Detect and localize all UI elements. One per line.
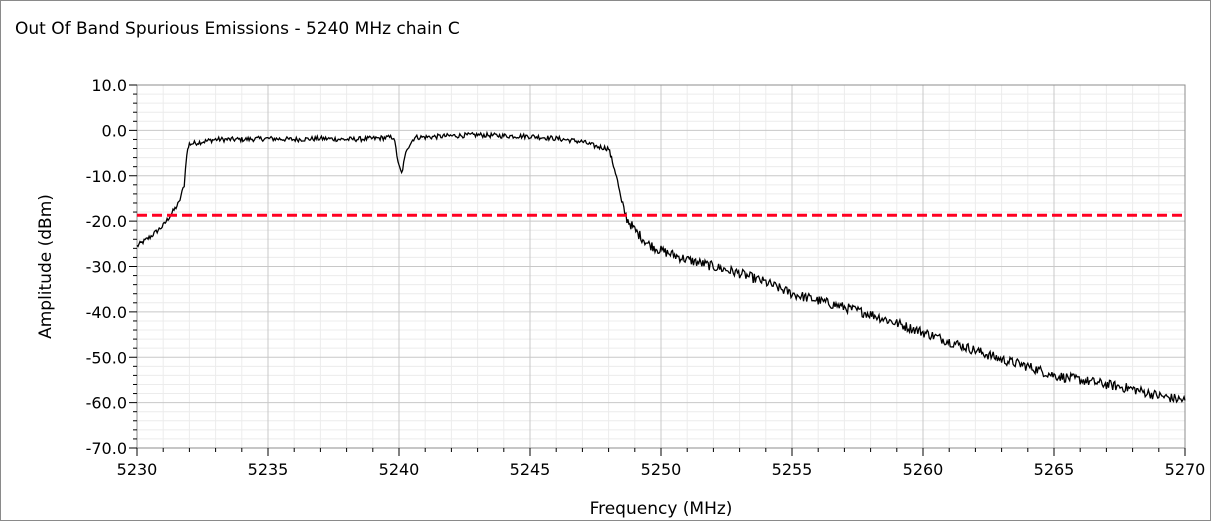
x-tick-label: 5260 xyxy=(903,460,944,479)
x-tick-label: 5265 xyxy=(1034,460,1075,479)
y-tick-label: -50.0 xyxy=(86,348,127,367)
y-tick-label: -20.0 xyxy=(86,212,127,231)
y-axis: 10.0 0.0 -10.0 -20.0 -30.0 -40.0 -50.0 -60.0 -70… xyxy=(86,76,137,458)
y-tick-label: -70.0 xyxy=(86,439,127,458)
x-tick-label: 5235 xyxy=(248,460,289,479)
y-tick-label: -60.0 xyxy=(86,394,127,413)
y-axis-title: Amplitude (dBm) xyxy=(36,194,56,339)
y-tick-label: -40.0 xyxy=(86,303,127,322)
series-trace-line xyxy=(136,130,1186,404)
x-tick-label: 5240 xyxy=(379,460,420,479)
x-axis-title: Frequency (MHz) xyxy=(590,499,733,519)
x-tick-label: 5230 xyxy=(117,460,158,479)
y-tick-label: -30.0 xyxy=(86,258,127,277)
x-axis: 5230 5235 5240 5245 5250 5255 5260 5265 5270 xyxy=(117,448,1206,479)
x-tick-label: 5255 xyxy=(772,460,813,479)
series-layer xyxy=(136,130,1186,404)
x-tick-label: 5270 xyxy=(1165,460,1206,479)
y-tick-label: 0.0 xyxy=(102,121,127,140)
y-tick-label: -10.0 xyxy=(86,167,127,186)
chart-title: Out Of Band Spurious Emissions - 5240 MH… xyxy=(15,19,460,39)
x-tick-label: 5245 xyxy=(510,460,551,479)
x-tick-label: 5250 xyxy=(641,460,682,479)
y-tick-label: 10.0 xyxy=(91,76,127,95)
